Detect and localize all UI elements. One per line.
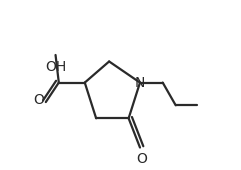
Text: OH: OH [45, 60, 66, 74]
Text: O: O [136, 152, 147, 166]
Text: O: O [33, 94, 44, 107]
Text: N: N [135, 76, 145, 90]
